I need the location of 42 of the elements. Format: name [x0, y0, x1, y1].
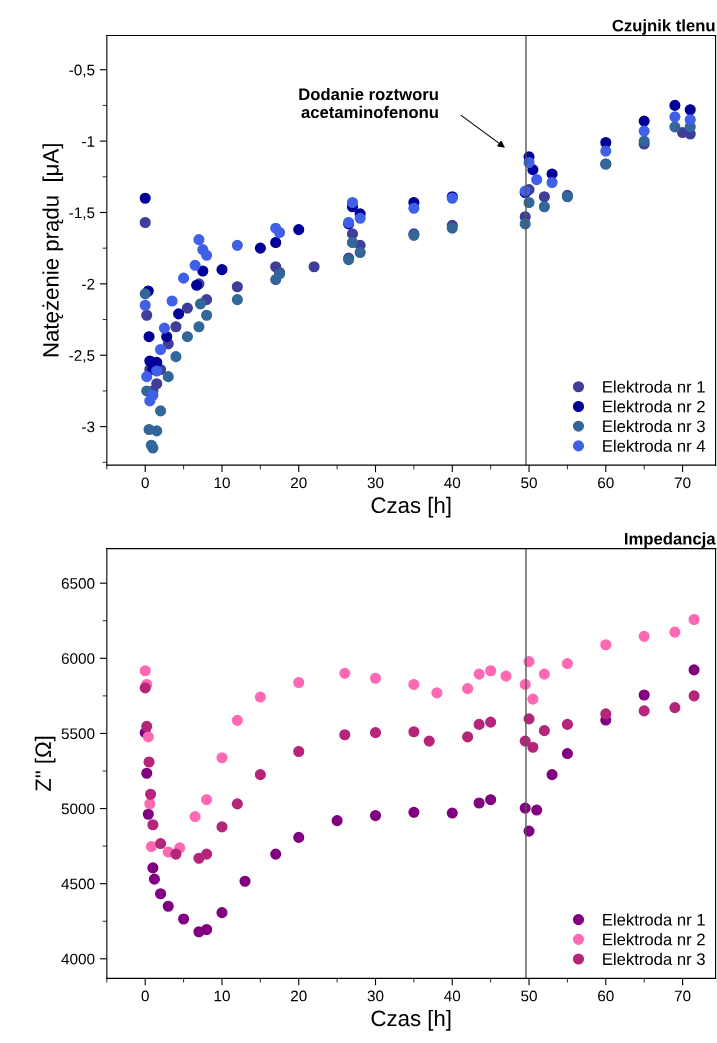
y-tick-label: 5500	[61, 728, 95, 740]
x-tick-label: 60	[598, 990, 614, 1002]
x-tick-label: 70	[674, 477, 691, 489]
y-tick-label: 6000	[61, 653, 95, 664]
y-tick-label: -1	[82, 136, 95, 147]
y-tick-label: 4500	[61, 878, 95, 890]
x-axis-title: Czas [h]	[371, 496, 451, 518]
x-tick-label: 30	[367, 477, 384, 489]
x-tick-label: 10	[214, 990, 230, 1002]
x-tick-label: 50	[521, 477, 537, 489]
legend-label: Elektroda nr 3	[603, 419, 705, 433]
x-tick-label: 60	[598, 477, 614, 489]
x-tick-label: 40	[444, 477, 461, 489]
legend-label: Elektroda nr 2	[603, 400, 705, 413]
x-tick-label: 20	[291, 477, 307, 489]
annotation: Dodanie roztworu acetaminofenonu	[299, 87, 438, 119]
y-tick-label: -2	[82, 278, 95, 290]
x-tick-label: 30	[367, 990, 384, 1002]
y-tick-label: -0,5	[69, 64, 95, 78]
x-axis-title: Czas [h]	[371, 1009, 451, 1031]
legend-label: Elektroda nr 2	[603, 933, 705, 946]
y-tick-label: -2,5	[69, 350, 95, 363]
x-tick-label: 50	[521, 990, 537, 1002]
y-tick-label: 4000	[61, 953, 95, 965]
x-tick-label: 20	[291, 990, 307, 1002]
y-tick-label: -1,5	[69, 207, 95, 220]
chart-title: Czujnik tlenu	[612, 19, 715, 35]
x-tick-label: 40	[444, 990, 461, 1002]
y-tick-label: 6500	[61, 578, 95, 589]
chart-title: Impedancja	[624, 532, 716, 548]
legend-label: Elektroda nr 1	[603, 913, 705, 926]
legend-label: Elektroda nr 3	[603, 952, 705, 966]
x-tick-label: 0	[141, 477, 149, 489]
y-axis-title: Natężenie prądu [μA]	[42, 144, 64, 357]
legend-label: Elektroda nr 4	[603, 439, 706, 452]
legend-label: Elektroda nr 1	[603, 380, 705, 393]
y-tick-label: 5000	[61, 803, 95, 815]
y-axis-title: Z" [Ω]	[34, 736, 56, 792]
x-tick-label: 0	[141, 990, 149, 1002]
y-tick-label: -3	[82, 421, 95, 433]
x-tick-label: 70	[674, 990, 691, 1002]
x-tick-label: 10	[214, 477, 230, 489]
